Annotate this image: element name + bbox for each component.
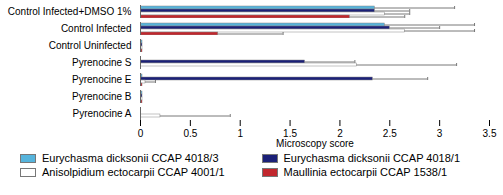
svg-text:2: 2 xyxy=(337,127,343,139)
svg-text:Pyrenocine B: Pyrenocine B xyxy=(72,91,132,102)
svg-text:Pyrenocine E: Pyrenocine E xyxy=(72,74,132,85)
svg-text:1.5: 1.5 xyxy=(283,127,297,139)
svg-text:Microscopy score: Microscopy score xyxy=(276,138,354,149)
html-text:Eurychasma dicksonii CCAP 4018: Eurychasma dicksonii CCAP 4018/3 xyxy=(42,152,219,164)
svg-text:Control Infected+DMSO 1%: Control Infected+DMSO 1% xyxy=(8,6,132,17)
svg-text:1: 1 xyxy=(237,128,243,139)
html-text:Maullinia ectocarpii CCAP 1538: Maullinia ectocarpii CCAP 1538/1 xyxy=(283,166,448,178)
svg-text:0: 0 xyxy=(138,128,144,139)
html-text:Eurychasma dicksonii CCAP 4018: Eurychasma dicksonii CCAP 4018/1 xyxy=(283,152,460,164)
svg-text:3.5: 3.5 xyxy=(483,128,497,139)
html-text:Anisolpidium ectocarpii CCAP 4: Anisolpidium ectocarpii CCAP 4001/1 xyxy=(42,166,225,178)
svg-text:2.5: 2.5 xyxy=(383,128,397,139)
svg-text:Pyrenocine S: Pyrenocine S xyxy=(72,57,132,68)
svg-text:Control Uninfected: Control Uninfected xyxy=(49,40,132,51)
svg-text:0.5: 0.5 xyxy=(183,128,197,139)
svg-text:Control Infected: Control Infected xyxy=(61,23,132,34)
svg-text:3: 3 xyxy=(437,128,443,139)
svg-text:Pyrenocine A: Pyrenocine A xyxy=(73,108,132,119)
